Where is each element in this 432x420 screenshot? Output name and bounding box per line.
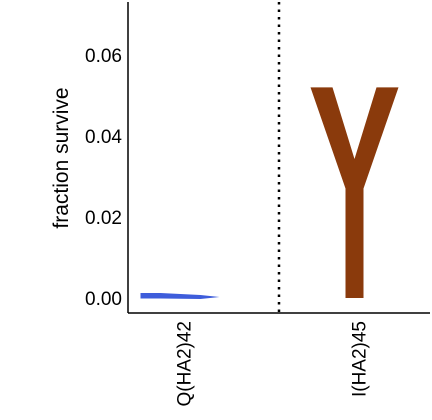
letter-glyph-Y	[140, 293, 220, 299]
x-tick-label: Q(HA2)42	[175, 321, 196, 407]
y-tick-label: 0.02	[85, 208, 122, 229]
letter-glyph-Y	[310, 87, 399, 299]
y-tick-label: 0.00	[85, 289, 122, 310]
y-tick-label: 0.06	[85, 46, 122, 67]
y-tick-label: 0.04	[85, 127, 122, 148]
letter-stacks	[140, 87, 399, 299]
x-tick-label: I(HA2)45	[350, 321, 371, 397]
y-ticks: 0.00 0.02 0.04 0.06	[85, 46, 122, 310]
y-axis-title: fraction survive	[50, 87, 73, 228]
x-tick-labels: Q(HA2)42 I(HA2)45	[175, 321, 371, 407]
